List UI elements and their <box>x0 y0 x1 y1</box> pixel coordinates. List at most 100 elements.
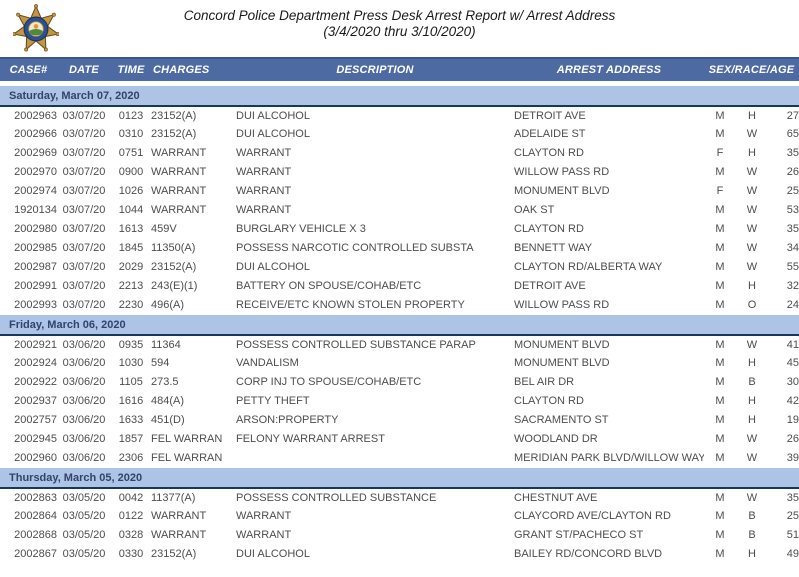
table-row: 2002985 03/07/20 1845 11350(A) POSSESS NARCO… <box>0 239 799 258</box>
cell-case: 2002757 <box>14 414 57 426</box>
table-row: 2002993 03/07/20 2230 496(A) RECEIVE/ETC KNO… <box>0 296 799 315</box>
cell-case: 2002924 <box>14 357 57 369</box>
cell-arrest-address: CHESTNUT AVE <box>514 491 598 504</box>
cell-case: 2002960 <box>14 452 57 464</box>
cell-case: 2002980 <box>14 223 57 235</box>
cell-description: PETTY THEFT <box>236 395 310 407</box>
cell-date: 03/05/20 <box>62 548 106 560</box>
cell-date: 03/07/20 <box>62 109 106 122</box>
cell-charges: 459V <box>151 223 177 235</box>
table-row: 2002974 03/07/20 1026 WARRANT WARRANT MONUMEN… <box>0 182 799 201</box>
column-header-sex-race-age: SEX/RACE/AGE <box>704 57 799 82</box>
cell-age: 27 <box>786 109 799 122</box>
cell-case: 2002966 <box>14 128 57 140</box>
cell-age: 35 <box>786 223 799 235</box>
table-row: 2002864 03/05/20 0122 WARRANT WARRANT CLAYCOR… <box>0 507 799 526</box>
header-gap <box>0 81 799 86</box>
cell-date: 03/07/20 <box>62 204 106 216</box>
cell-date: 03/07/20 <box>62 242 106 254</box>
cell-time: 2029 <box>118 261 144 273</box>
table-row: 2002945 03/06/20 1857 FEL WARRAN FELONY WARR… <box>0 430 799 449</box>
table-header-row: CASE# DATE TIME CHARGES DESCRIPTION ARRE… <box>0 57 799 82</box>
table-row: 2002970 03/07/20 0900 WARRANT WARRANT WILLOW … <box>0 163 799 182</box>
cell-date: 03/06/20 <box>62 338 106 351</box>
cell-charges: 11377(A) <box>151 491 196 504</box>
cell-race: W <box>746 242 758 254</box>
cell-description: BURGLARY VEHICLE X 3 <box>236 223 366 235</box>
cell-time: 0330 <box>118 548 144 560</box>
cell-time: 1030 <box>118 357 144 369</box>
cell-arrest-address: BAILEY RD/CONCORD BLVD <box>514 548 663 560</box>
cell-age: 19 <box>786 414 799 426</box>
cell-age: 26 <box>786 433 799 445</box>
cell-race: W <box>746 128 758 140</box>
cell-race: B <box>748 529 756 541</box>
cell-date: 03/05/20 <box>62 510 106 522</box>
cell-time: 1613 <box>118 223 144 235</box>
cell-case: 2002987 <box>14 261 57 273</box>
cell-date: 03/07/20 <box>62 147 106 159</box>
cell-description: DUI ALCOHOL <box>236 548 310 560</box>
cell-race: H <box>748 414 756 426</box>
cell-sex: M <box>715 510 725 522</box>
cell-case: 2002969 <box>14 147 57 159</box>
cell-race: W <box>746 185 758 197</box>
cell-sex: M <box>715 548 725 560</box>
cell-arrest-address: BEL AIR DR <box>514 376 575 388</box>
cell-sex: M <box>715 491 725 504</box>
cell-arrest-address: MONUMENT BLVD <box>514 357 610 369</box>
cell-time: 1633 <box>118 414 144 426</box>
cell-description: WARRANT <box>236 529 292 541</box>
cell-case: 2002970 <box>14 166 57 178</box>
cell-age: 45 <box>786 357 799 369</box>
cell-age: 39 <box>786 452 799 464</box>
cell-age: 35 <box>786 491 799 504</box>
cell-sex: M <box>715 223 725 235</box>
cell-race: B <box>748 376 756 388</box>
cell-age: 32 <box>786 280 799 292</box>
cell-arrest-address: MONUMENT BLVD <box>514 185 610 197</box>
cell-date: 03/06/20 <box>62 357 106 369</box>
cell-arrest-address: ADELAIDE ST <box>514 128 586 140</box>
cell-time: 1616 <box>118 395 144 407</box>
cell-charges: 484(A) <box>151 395 185 407</box>
cell-charges: WARRANT <box>151 529 207 541</box>
cell-arrest-address: CLAYTON RD <box>514 395 584 407</box>
table-row: 2002991 03/07/20 2213 243(E)(1) BATTERY ON S… <box>0 277 799 296</box>
cell-arrest-address: WILLOW PASS RD <box>514 299 610 311</box>
cell-arrest-address: MONUMENT BLVD <box>514 338 610 351</box>
cell-age: 25 <box>786 185 799 197</box>
table-row: 2002987 03/07/20 2029 23152(A) DUI ALCOHOL CL… <box>0 258 799 277</box>
cell-sex: M <box>715 242 725 254</box>
cell-race: W <box>746 433 758 445</box>
table-row: 2002757 03/06/20 1633 451(D) ARSON:PROPERTY S… <box>0 411 799 430</box>
cell-arrest-address: BENNETT WAY <box>514 242 593 254</box>
cell-charges: WARRANT <box>151 185 207 197</box>
cell-time: 1105 <box>119 376 143 388</box>
cell-charges: WARRANT <box>151 204 207 216</box>
table-row: 2002966 03/07/20 0310 23152(A) DUI ALCOHOL AD… <box>0 125 799 144</box>
cell-sex: M <box>715 433 725 445</box>
cell-arrest-address: DETROIT AVE <box>514 280 586 292</box>
cell-age: 24 <box>786 299 799 311</box>
cell-case: 2002974 <box>14 185 57 197</box>
cell-date: 03/06/20 <box>62 414 106 426</box>
cell-description: WARRANT <box>236 166 292 178</box>
cell-case: 2002863 <box>14 491 57 504</box>
table-row: 2002922 03/06/20 1105 273.5 CORP INJ TO SPOU… <box>0 373 799 392</box>
table-row: 2002980 03/07/20 1613 459V BURGLARY VEHICLE … <box>0 220 799 239</box>
cell-description: POSSESS CONTROLLED SUBSTANCE <box>236 491 437 504</box>
cell-sex: M <box>715 452 725 464</box>
cell-arrest-address: DETROIT AVE <box>514 109 586 122</box>
cell-charges: 23152(A) <box>151 109 197 122</box>
cell-age: 41 <box>786 338 799 351</box>
section-header-row: Saturday, March 07, 2020 <box>0 86 799 107</box>
cell-age: 25 <box>786 510 799 522</box>
column-header-description: DESCRIPTION <box>236 57 514 82</box>
cell-description: POSSESS CONTROLLED SUBSTANCE PARAP <box>236 338 476 351</box>
cell-date: 03/07/20 <box>62 299 106 311</box>
table-row: 1920134 03/07/20 1044 WARRANT WARRANT OAK ST M… <box>0 201 799 220</box>
table-row: 2002924 03/06/20 1030 594 VANDALISM MONUMENT … <box>0 354 799 373</box>
cell-age: 42 <box>786 395 799 407</box>
